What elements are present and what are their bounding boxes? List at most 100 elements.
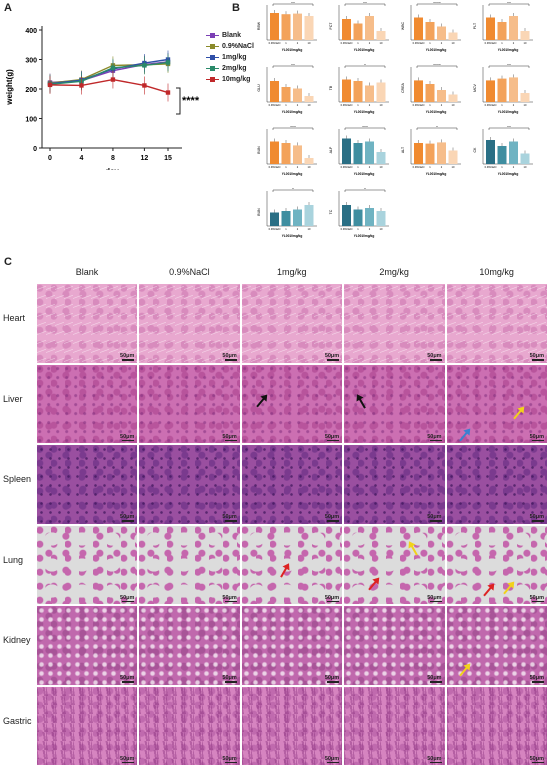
histology-image: 50μm: [445, 524, 548, 605]
mini-bar: [353, 143, 363, 164]
column-header: 1mg/kg: [277, 267, 307, 277]
mini-bar: [425, 143, 435, 164]
mini-bar: [281, 211, 291, 226]
x-tick-label: 4: [80, 155, 84, 162]
row-label: Lung: [3, 554, 24, 565]
mini-bar: [353, 81, 363, 102]
mini-tick-label: 2: [369, 227, 371, 231]
mini-bar: [342, 205, 351, 226]
mini-bar: [270, 212, 279, 226]
scale-bar: 50μm: [427, 433, 442, 440]
mini-bar-chart: TB 0.9%NaCl 1 2 10 * YL0010mg/kg: [327, 63, 389, 116]
mini-tick-label: 2: [369, 165, 371, 169]
x-tick-label: 0: [48, 155, 52, 162]
mini-bar: [270, 81, 279, 102]
y-tick-label: 100: [25, 117, 37, 124]
mini-bar: [448, 32, 458, 40]
mini-bar: [281, 143, 291, 164]
mini-tick-label: 0.9%NaCl: [413, 103, 425, 107]
scale-bar: 50μm: [120, 594, 135, 601]
mini-tick-label: 0.9%NaCl: [269, 227, 281, 231]
mini-bar: [281, 14, 291, 40]
mini-bar-chart: CK 0.9%NaCl 1 2 10 ** YL0010mg/kg: [471, 125, 533, 178]
mini-y-label: PLT: [473, 22, 477, 29]
mini-bar: [437, 90, 446, 102]
mini-tick-label: 0.9%NaCl: [341, 227, 353, 231]
histology-image: 50μm: [343, 444, 446, 525]
mini-tick-label: 0.9%NaCl: [269, 165, 281, 169]
row-label: Liver: [3, 393, 23, 404]
scale-bar: 50μm: [529, 675, 544, 681]
mini-bar: [304, 96, 314, 102]
histology-image: 50μm: [343, 283, 446, 364]
mini-bar-chart: BUN 0.9%NaCl 1 2 10 *** YL0010mg/kg: [255, 125, 317, 178]
scale-bar: 50μm: [427, 675, 442, 681]
mini-tick-label: 10: [308, 41, 311, 45]
mini-bar: [293, 13, 302, 40]
series-point: [110, 77, 116, 82]
series-point: [165, 90, 171, 95]
mini-bar: [497, 78, 507, 102]
mini-bar: [486, 17, 495, 40]
mini-x-label: YL0010mg/kg: [282, 48, 303, 52]
mini-y-label: TB: [329, 85, 333, 90]
series-point: [142, 83, 147, 88]
mini-tick-label: 0.9%NaCl: [485, 103, 497, 107]
mini-tick-label: 2: [297, 103, 299, 107]
mini-x-label: YL0010mg/kg: [426, 172, 447, 176]
scale-bar: 50μm: [222, 755, 237, 762]
mini-bar: [342, 138, 351, 164]
mini-tick-label: 1: [429, 41, 431, 45]
mini-significance: ***: [290, 126, 296, 131]
mini-tick-label: 10: [308, 227, 311, 231]
mini-bar: [365, 16, 374, 40]
mini-bar: [414, 143, 423, 164]
legend-swatch: [206, 65, 219, 72]
scale-bar: 50μm: [529, 755, 544, 762]
mini-bar: [304, 16, 314, 40]
legend-swatch: [206, 32, 219, 39]
mini-bar: [520, 93, 530, 102]
mini-tick-label: 2: [513, 165, 515, 169]
mini-bar: [270, 13, 279, 40]
mini-bar: [293, 88, 302, 102]
mini-bar: [304, 158, 314, 164]
series-point: [165, 60, 171, 65]
mini-bar-chart: TC 0.9%NaCl 1 2 10 * YL0010mg/kg: [327, 187, 389, 240]
mini-bar: [509, 77, 518, 102]
mini-tick-label: 10: [308, 165, 311, 169]
mini-bar: [486, 140, 495, 164]
mini-tick-label: 10: [380, 227, 383, 231]
series-point: [142, 63, 147, 68]
mini-tick-label: 10: [308, 103, 311, 107]
histology-image: 50μm: [36, 524, 139, 605]
mini-x-label: YL0010mg/kg: [282, 172, 303, 176]
mini-significance: *: [364, 188, 366, 193]
histology-image: 50μm: [445, 685, 548, 766]
mini-tick-label: 0.9%NaCl: [269, 103, 281, 107]
mini-significance: *: [436, 126, 438, 131]
mini-x-label: YL0010mg/kg: [282, 110, 303, 114]
histology-image: 50μm: [36, 444, 139, 525]
scale-bar: 50μm: [324, 675, 340, 681]
mini-bar: [376, 82, 386, 102]
mini-tick-label: 2: [297, 227, 299, 231]
scale-bar: 50μm: [120, 675, 135, 681]
series-point: [47, 82, 53, 88]
mini-tick-label: 0.9%NaCl: [485, 165, 497, 169]
mini-y-label: ALT: [401, 146, 405, 153]
mini-x-label: YL0010mg/kg: [498, 172, 519, 176]
scale-bar: 50μm: [529, 514, 544, 520]
legend-label: 1mg/kg: [222, 54, 247, 61]
mini-y-label: BUN: [257, 146, 261, 154]
mini-bar: [304, 205, 314, 226]
mini-y-label: RBW: [257, 21, 261, 30]
histology-image: 50μm: [343, 605, 446, 686]
mini-x-label: YL0010mg/kg: [354, 48, 375, 52]
mini-tick-label: 10: [524, 103, 527, 107]
mini-tick-label: 10: [524, 165, 527, 169]
histology-image: 50μm: [138, 363, 241, 444]
mini-tick-label: 10: [380, 41, 383, 45]
mini-tick-label: 1: [285, 227, 287, 231]
significance-bracket: [176, 87, 181, 115]
